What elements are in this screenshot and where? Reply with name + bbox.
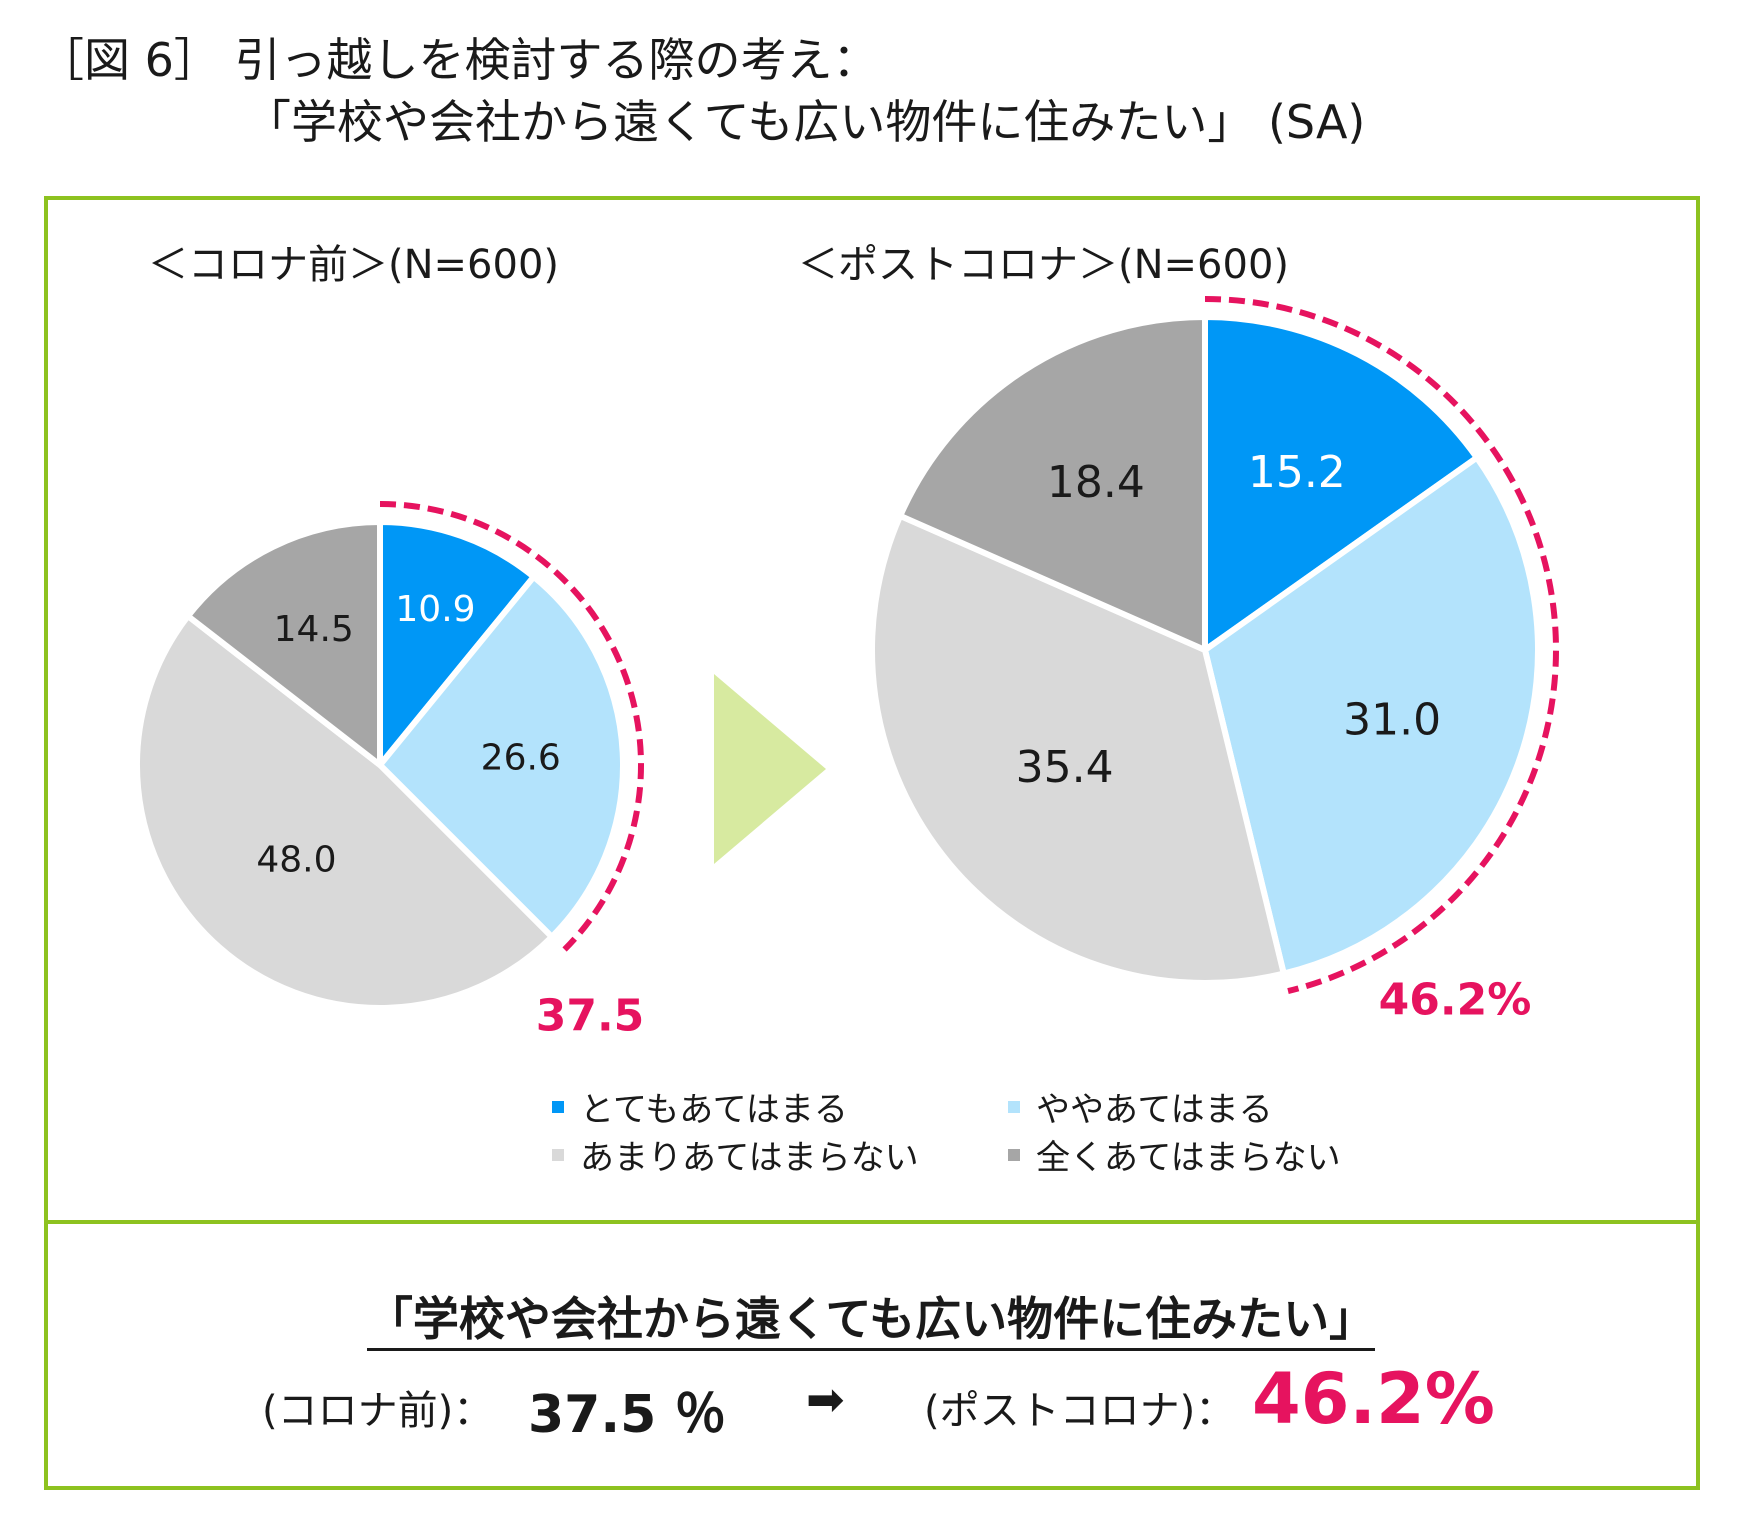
pie2-slice-somewhat [1202, 454, 1541, 977]
pie1-value-label-not-at-all: 14.5 [274, 609, 354, 650]
pie2-slice-not-at-all [897, 314, 1208, 653]
pie1-slice-somewhat [377, 573, 626, 940]
transition-arrow [714, 674, 826, 864]
pie-title-before: ＜コロナ前＞(N=600) [148, 242, 559, 288]
legend-item-very: とてもあてはまる [552, 1082, 848, 1131]
pie-title-after: ＜ポストコロナ＞(N=600) [798, 242, 1289, 288]
pie1-slice-very [377, 519, 537, 768]
summary-arrow: ➡ [806, 1372, 845, 1426]
summary-title: 「学校や会社から遠くても広い物件に住みたい」 [0, 1283, 1742, 1351]
pie1-value-label-not-much: 48.0 [256, 839, 336, 880]
chart-title-line2: 「学校や会社から遠くても広い物件に住みたい」 (SA) [245, 95, 1366, 149]
legend-swatch-not-much [552, 1148, 564, 1161]
legend-swatch-very [552, 1100, 564, 1113]
summary-before-value: 37.5 ％ [528, 1385, 727, 1445]
legend-swatch-somewhat [1008, 1100, 1020, 1113]
chart-frame [44, 196, 1700, 1220]
pie2-slice-very [1202, 314, 1480, 653]
summary-after-label: (ポストコロナ)： [924, 1388, 1236, 1434]
summary-before-label: (コロナ前)： [262, 1388, 494, 1434]
legend-label-very: とてもあてはまる [580, 1090, 848, 1130]
pie2-value-label-somewhat: 31.0 [1343, 695, 1441, 746]
legend-label-not-at-all: 全くあてはまらない [1036, 1138, 1341, 1178]
pie2-value-label-not-much: 35.4 [1016, 742, 1114, 793]
pie2-value-label-not-at-all: 18.4 [1047, 457, 1145, 508]
summary-frame [44, 1220, 1700, 1490]
legend-label-not-much: あまりあてはまらない [580, 1138, 919, 1178]
pie2-highlight-label: 46.2% [1379, 975, 1532, 1026]
pie1-slice-not-much [134, 613, 555, 1011]
summary-after-value: 46.2% [1252, 1358, 1495, 1440]
chart-title-line1: ［図 6］ 引っ越しを検討する際の考え： [38, 33, 879, 87]
legend-item-not-at-all: 全くあてはまらない [1008, 1130, 1341, 1179]
pie1-value-label-very: 10.9 [395, 589, 475, 630]
pie2-highlight-arc [1204, 296, 1559, 994]
legend-item-somewhat: ややあてはまる [1008, 1082, 1273, 1131]
pie2-slice-not-much [869, 512, 1287, 986]
legend-swatch-not-at-all [1008, 1148, 1020, 1161]
legend-item-not-much: あまりあてはまらない [552, 1130, 919, 1179]
pie1-slice-not-at-all [184, 519, 383, 768]
pie1-highlight-label: 37.5 [536, 991, 645, 1042]
pie2-value-label-very: 15.2 [1248, 447, 1346, 498]
legend-label-somewhat: ややあてはまる [1036, 1090, 1273, 1130]
pie1-value-label-somewhat: 26.6 [481, 737, 561, 778]
